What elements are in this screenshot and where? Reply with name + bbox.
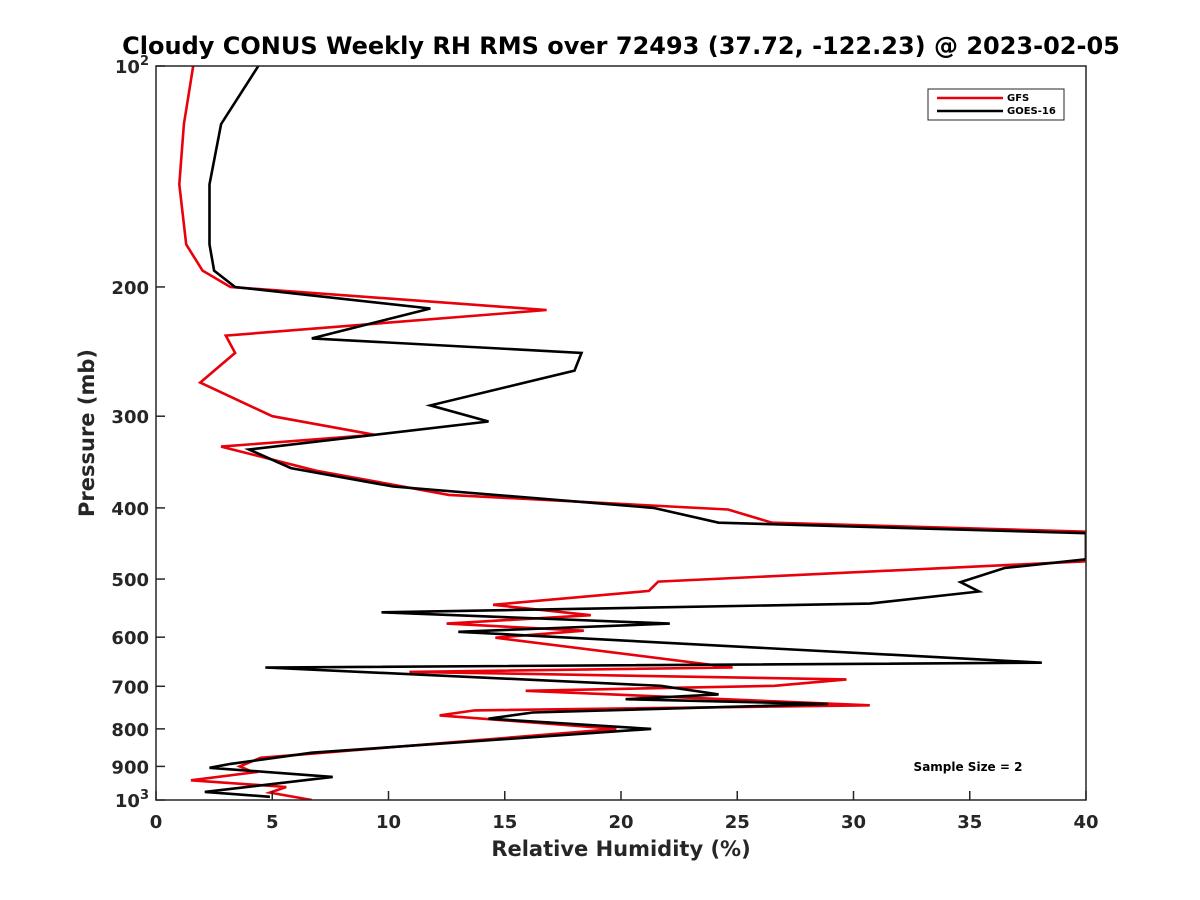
x-tick-label: 5	[266, 812, 279, 833]
x-tick-label: 40	[1073, 812, 1098, 833]
x-tick-label: 10	[376, 812, 401, 833]
y-tick-label: 200	[111, 278, 149, 299]
y-tick-label: 700	[111, 677, 149, 698]
y-tick-label: 103	[115, 788, 149, 812]
legend-label-goes16: GOES-16	[1007, 106, 1056, 117]
tick-layer: 0 5 10 15 20 25 30 35 40 102 200 300 400 500 600 700 800…	[111, 54, 1098, 833]
y-tick-label: 300	[111, 407, 149, 428]
y-tick-label: 600	[111, 628, 149, 649]
x-tick-label: 30	[841, 812, 866, 833]
series-line-goes16	[204, 66, 1086, 799]
y-tick-label: 800	[111, 720, 149, 741]
y-tick-label: 400	[111, 499, 149, 520]
series-layer	[177, 66, 1086, 800]
y-axis-label: Pressure (mb)	[75, 349, 99, 517]
x-tick-label: 0	[150, 812, 163, 833]
legend-box	[927, 88, 1065, 121]
legend: GFS GOES-16	[927, 88, 1065, 121]
x-tick-label: 35	[957, 812, 982, 833]
y-tick-label: 900	[111, 757, 149, 778]
legend-label-gfs: GFS	[1007, 93, 1029, 104]
x-tick-label: 15	[492, 812, 517, 833]
y-tick-label: 102	[115, 54, 149, 78]
chart-title: Cloudy CONUS Weekly RH RMS over 72493 (3…	[122, 32, 1120, 60]
y-tick-label: 500	[111, 570, 149, 591]
series-line-gfs	[177, 66, 1086, 800]
x-tick-label: 25	[725, 812, 750, 833]
x-tick-label: 20	[608, 812, 633, 833]
x-axis-label: Relative Humidity (%)	[491, 837, 750, 861]
sample-size-annotation: Sample Size = 2	[914, 760, 1023, 774]
